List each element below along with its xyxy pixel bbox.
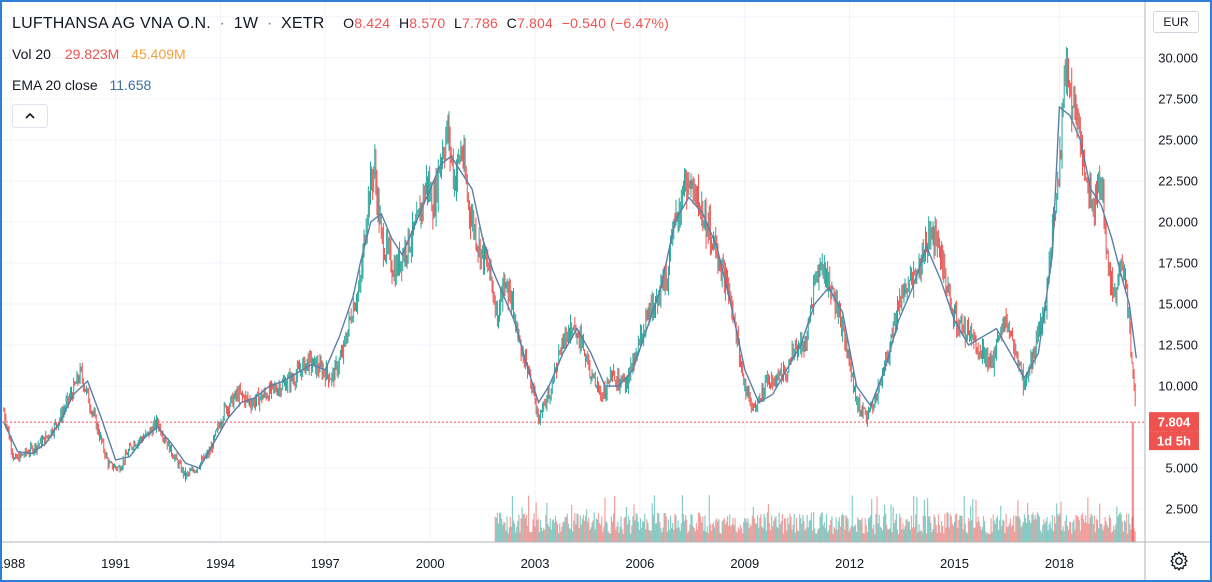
y-tick-label: 22.500 (1158, 173, 1198, 188)
y-tick-label: 27.500 (1158, 91, 1198, 106)
y-tick-label: 2.500 (1165, 502, 1198, 517)
ohlc-low: L7.786 (453, 15, 499, 31)
exchange: XETR (281, 15, 325, 32)
price-tag: 7.804 1d 5h (1149, 412, 1199, 451)
price-tag-value-box (1149, 412, 1199, 432)
ema-legend[interactable]: EMA 20 close 11.658 (12, 77, 155, 93)
collapse-legend-button[interactable] (12, 104, 48, 128)
price-tag-value: 7.804 (1158, 415, 1191, 430)
candles (3, 46, 1136, 482)
price-change: −0.540 (−6.47%) (561, 15, 669, 31)
grid (2, 2, 1145, 542)
volume-legend[interactable]: Vol 20 29.823M 45.409M (12, 46, 190, 62)
gear-icon (1170, 551, 1188, 571)
ohlc-open: O8.424 (343, 15, 391, 31)
x-tick-label: 1988 (2, 556, 25, 571)
volume-ma-value: 45.409M (131, 46, 186, 62)
ema-line (3, 105, 1137, 469)
separator: · (219, 15, 226, 32)
interval[interactable]: 1W (233, 15, 259, 32)
x-tick-label: 1991 (101, 556, 130, 571)
y-tick-label: 5.000 (1165, 461, 1198, 476)
y-tick-label: 12.500 (1158, 338, 1198, 353)
currency-label[interactable]: EUR (1153, 11, 1199, 33)
ohlc-close: C7.804 (506, 15, 554, 31)
y-tick-label: 30.000 (1158, 50, 1198, 65)
y-tick-label: 15.000 (1158, 297, 1198, 312)
volume-bars (494, 422, 1136, 542)
ema-label: EMA 20 close (12, 77, 98, 93)
symbol-name[interactable]: LUFTHANSA AG VNA O.N. (12, 15, 211, 32)
y-tick-label: 17.500 (1158, 255, 1198, 270)
x-tick-label: 2000 (416, 556, 445, 571)
ohlc-high: H8.570 (398, 15, 446, 31)
x-tick-label: 2006 (625, 556, 654, 571)
x-tick-label: 2009 (730, 556, 759, 571)
price-tag-countdown-box (1149, 431, 1199, 451)
volume-label: Vol 20 (12, 46, 51, 62)
chevron-up-icon (25, 112, 35, 119)
separator: · (266, 15, 273, 32)
x-tick-label: 2012 (835, 556, 864, 571)
volume-value: 29.823M (64, 46, 120, 62)
y-tick-label: 10.000 (1158, 379, 1198, 394)
x-tick-label: 2003 (521, 556, 550, 571)
x-tick-label: 2018 (1045, 556, 1074, 571)
settings-button[interactable] (1168, 550, 1190, 572)
x-tick-label: 1997 (311, 556, 340, 571)
ema-value: 11.658 (109, 77, 152, 93)
symbol-header: LUFTHANSA AG VNA O.N. · 1W · XETR O8.424… (12, 15, 673, 33)
x-tick-label: 2015 (940, 556, 969, 571)
y-tick-label: 25.000 (1158, 132, 1198, 147)
y-tick-label: 20.000 (1158, 214, 1198, 229)
price-tag-countdown: 1d 5h (1157, 434, 1191, 449)
x-tick-label: 1994 (206, 556, 235, 571)
